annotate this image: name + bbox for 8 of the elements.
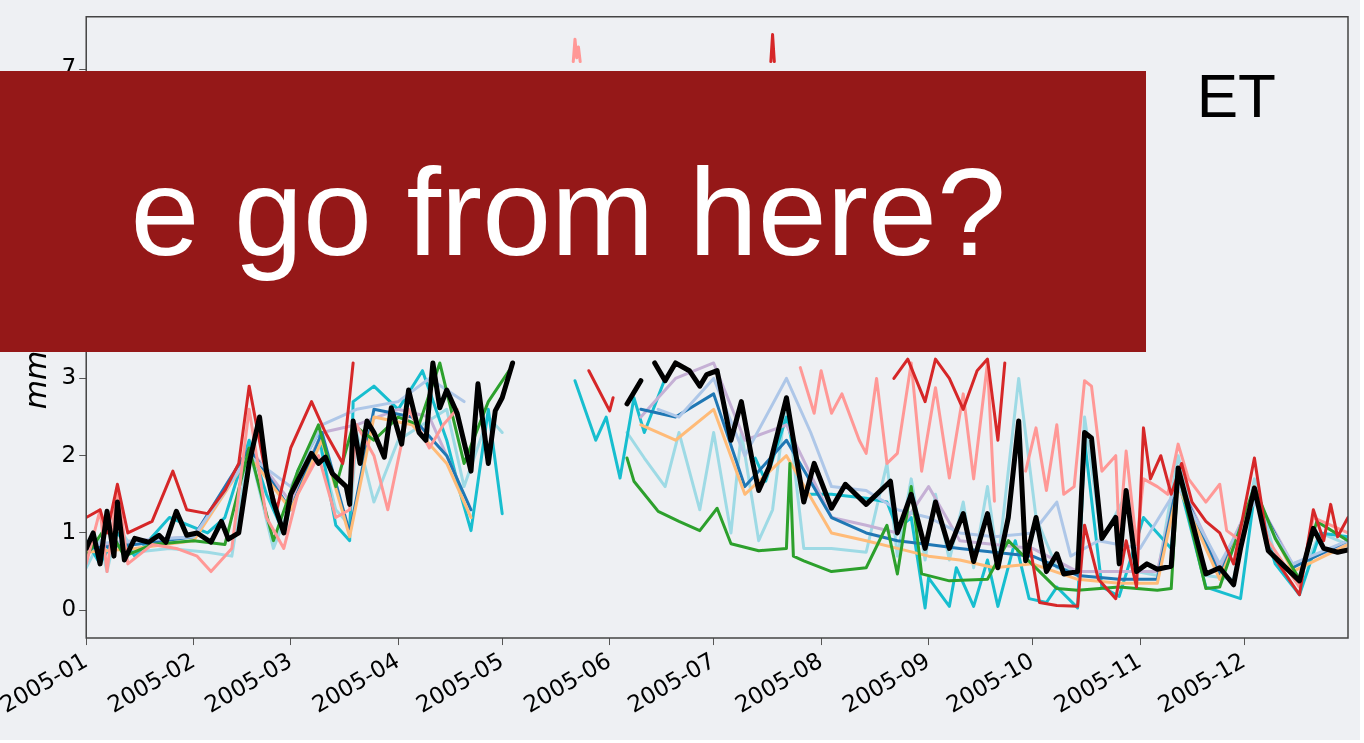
y-tick-label: 1 — [61, 517, 77, 544]
y-tick-label: 3 — [61, 363, 77, 390]
banner: e go from here? — [0, 71, 1146, 352]
text: ET — [1196, 60, 1276, 130]
annotation: e go from here? — [130, 141, 1006, 283]
y-tick-label: 0 — [61, 595, 77, 622]
y-tick-label: 2 — [61, 440, 77, 467]
y-axis-title: mm — [17, 350, 53, 410]
